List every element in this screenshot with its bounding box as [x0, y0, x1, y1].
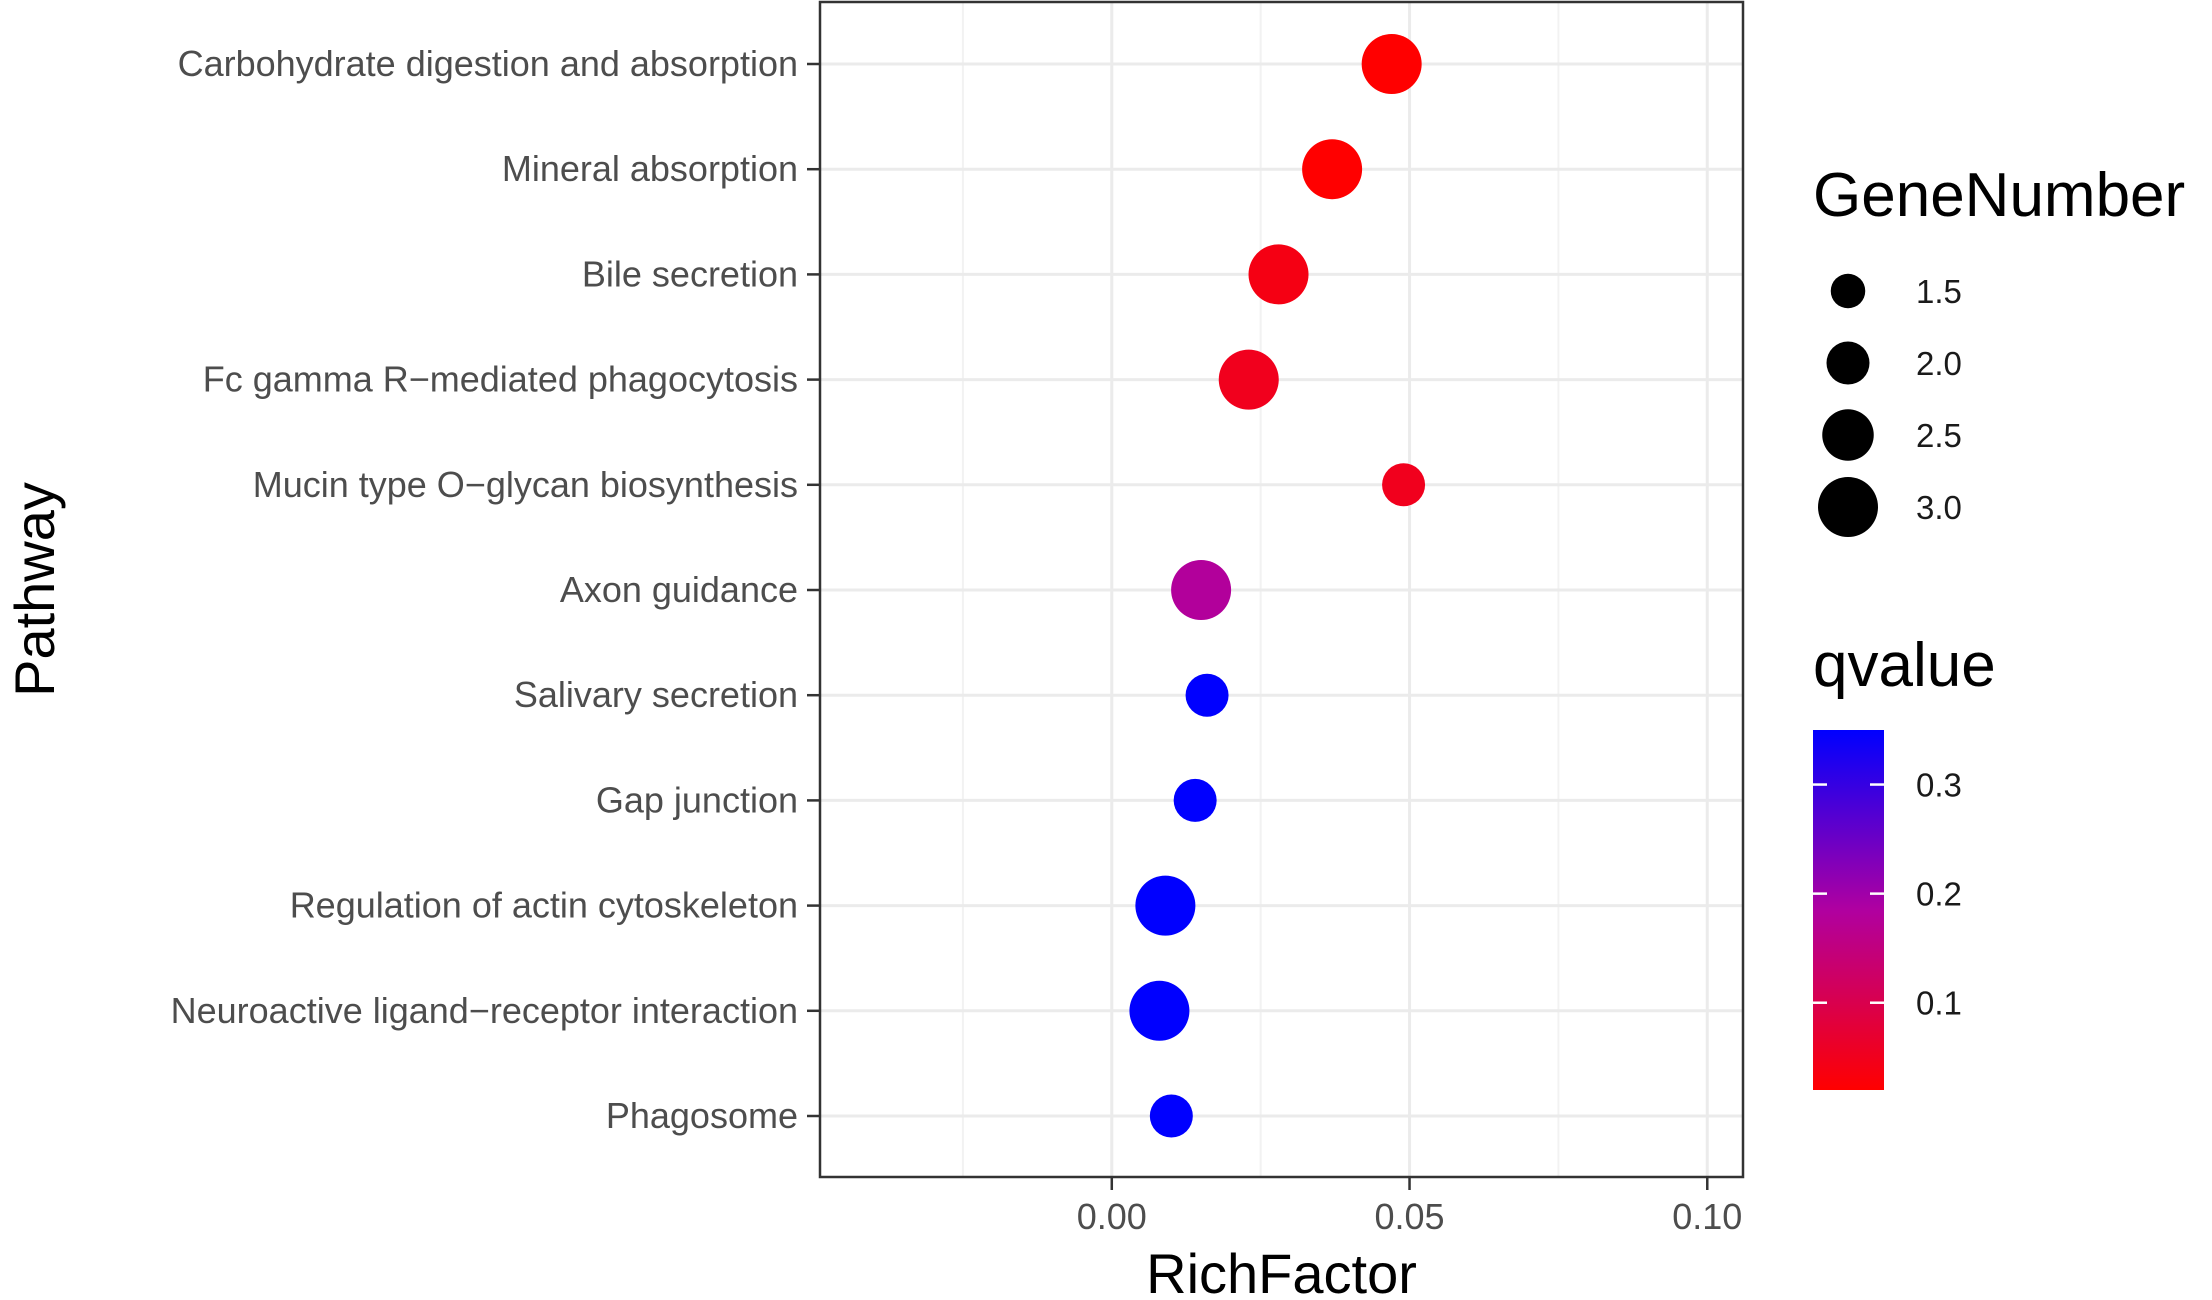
gene-number-legend-key [1830, 273, 1866, 309]
qvalue-legend: qvalue 0.3 0.2 0.1 [1813, 631, 1996, 1090]
y-tick-label: Mucin type O−glycan biosynthesis [253, 464, 798, 505]
gene-number-legend-title: GeneNumber [1813, 161, 2185, 230]
x-axis-title: RichFactor [1146, 1242, 1417, 1300]
gene-number-legend: GeneNumber 1.5 2.0 2.5 3.0 [1813, 161, 2185, 537]
gene-number-legend-label: 1.5 [1916, 273, 1962, 310]
y-tick-label: Carbohydrate digestion and absorption [178, 43, 798, 84]
data-points [1129, 34, 1426, 1138]
qvalue-legend-title: qvalue [1813, 631, 1996, 700]
qvalue-colorbar [1813, 730, 1884, 1090]
point-neuroactive-ligand-receptor-interaction [1129, 980, 1190, 1041]
point-bile-secretion [1248, 244, 1309, 305]
y-tick-label: Salivary secretion [514, 674, 798, 715]
gene-number-legend-key [1818, 477, 1878, 537]
point-regulation-of-actin-cytoskeleton [1135, 875, 1196, 936]
point-carbohydrate-digestion-and-absorption [1361, 34, 1422, 94]
x-tick-label: 0.05 [1374, 1196, 1444, 1237]
point-mineral-absorption [1302, 139, 1363, 200]
point-salivary-secretion [1185, 673, 1229, 717]
x-axis: 0.00 0.05 0.10 [1077, 1177, 1742, 1237]
point-mucin-type-o-glycan-biosynthesis [1382, 463, 1426, 507]
x-tick-label: 0.00 [1077, 1196, 1147, 1237]
grid-lines [820, 2, 1743, 1177]
y-tick-label: Regulation of actin cytoskeleton [290, 885, 798, 926]
qvalue-legend-label: 0.1 [1916, 985, 1962, 1022]
y-tick-label: Gap junction [596, 779, 798, 820]
y-tick-label: Mineral absorption [502, 148, 798, 189]
point-axon-guidance [1171, 560, 1232, 620]
y-tick-label: Neuroactive ligand−receptor interaction [171, 990, 798, 1031]
point-fc-gamma-r-mediated-phagocytosis [1218, 349, 1279, 410]
y-tick-label: Axon guidance [560, 569, 798, 610]
y-tick-label: Fc gamma R−mediated phagocytosis [203, 359, 798, 400]
y-tick-label: Bile secretion [582, 253, 798, 294]
y-axis-title: Pathway [3, 482, 66, 697]
gene-number-legend-label: 2.0 [1916, 345, 1962, 382]
y-tick-label: Phagosome [606, 1095, 798, 1136]
x-tick-label: 0.10 [1672, 1196, 1742, 1237]
gene-number-legend-key [1826, 341, 1870, 385]
qvalue-legend-label: 0.2 [1916, 876, 1962, 913]
gene-number-legend-label: 3.0 [1916, 489, 1962, 526]
gene-number-legend-label: 2.5 [1916, 417, 1962, 454]
y-axis: Carbohydrate digestion and absorption Min… [171, 43, 820, 1136]
gene-number-legend-key [1822, 409, 1874, 461]
point-gap-junction [1173, 778, 1217, 822]
point-phagosome [1149, 1094, 1193, 1138]
qvalue-legend-label: 0.3 [1916, 767, 1962, 804]
